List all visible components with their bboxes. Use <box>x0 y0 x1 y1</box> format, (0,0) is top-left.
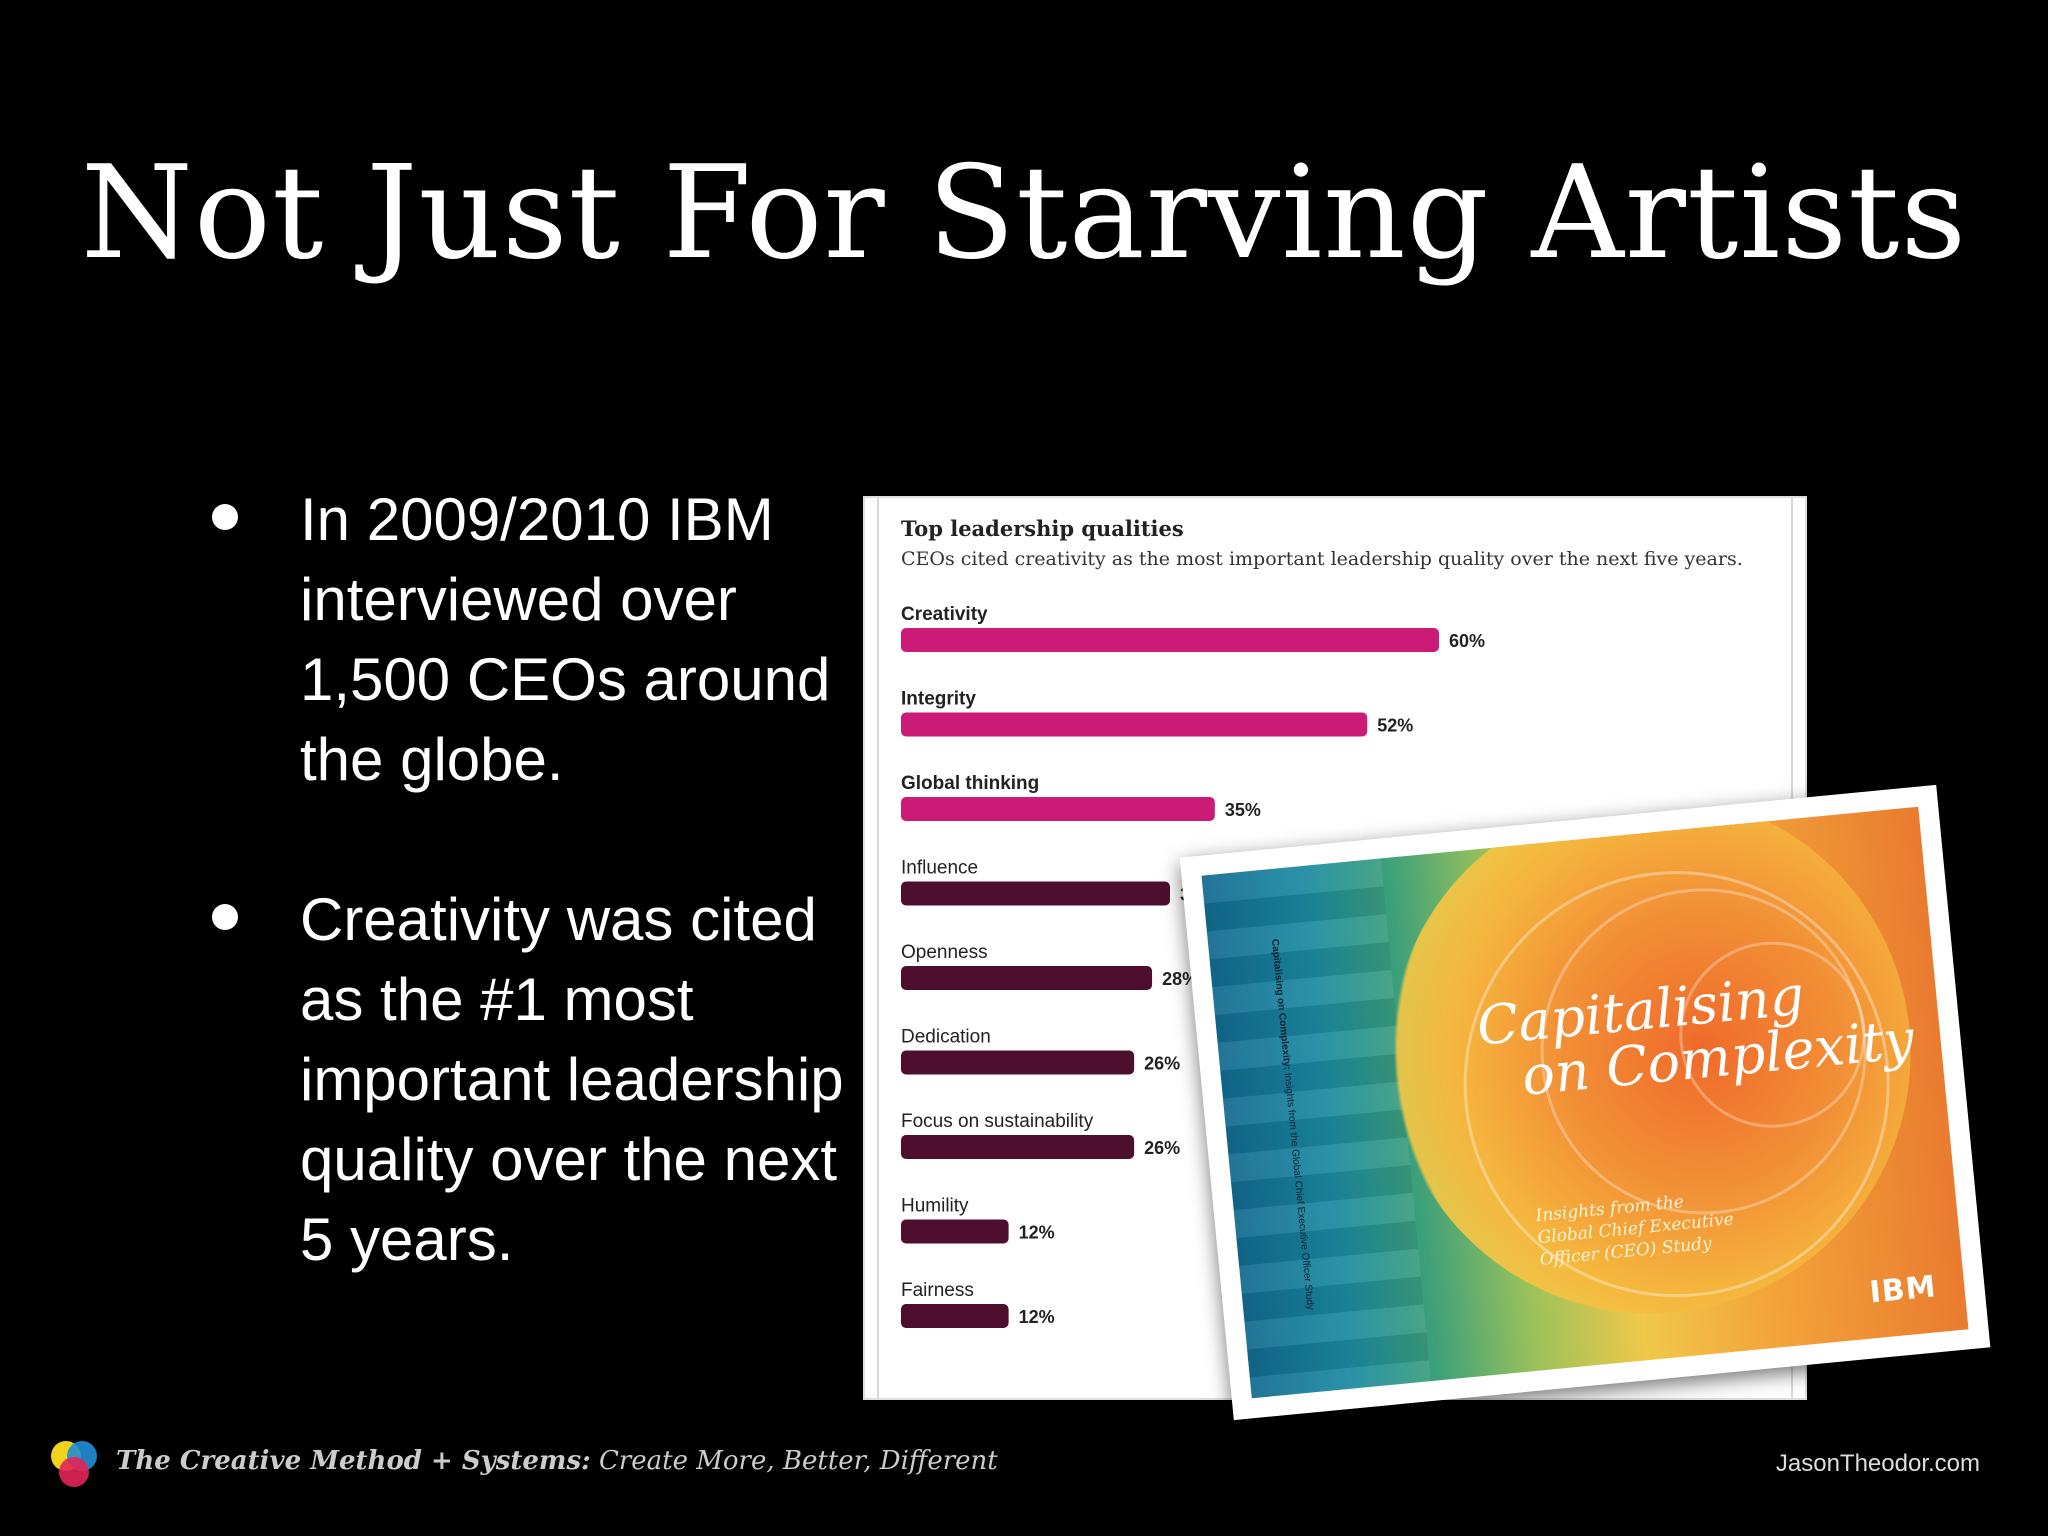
cover-stripes <box>1201 858 1431 1399</box>
bar <box>901 966 1153 990</box>
bar <box>901 1135 1135 1159</box>
bar <box>901 1304 1009 1328</box>
value-label: 52% <box>1377 716 1413 736</box>
value-label: 26% <box>1144 1138 1180 1158</box>
slide-title: Not Just For Starving Artists <box>80 139 1968 288</box>
bar <box>901 797 1215 821</box>
category-label: Global thinking <box>901 773 1039 794</box>
report-cover: Capitalising on Complexity: Insights fro… <box>1179 784 1991 1421</box>
footer-series-bold: The Creative Method + Systems: <box>116 1446 591 1476</box>
value-label: 26% <box>1144 1054 1180 1074</box>
ibm-logo: IBM <box>1868 1269 1938 1311</box>
bar <box>901 1050 1135 1075</box>
bullet-text: Creativity was cited as the #1 most impo… <box>300 886 844 1273</box>
category-label: Creativity <box>901 604 988 625</box>
value-label: 28% <box>1162 969 1198 989</box>
category-label: Humility <box>901 1196 969 1217</box>
bar <box>901 628 1439 652</box>
bullet-item: Creativity was cited as the #1 most impo… <box>200 880 860 1280</box>
category-label: Influence <box>901 858 978 879</box>
bullet-dot-icon <box>212 504 238 530</box>
footer-series: The Creative Method + Systems: Create Mo… <box>116 1446 998 1476</box>
category-label: Integrity <box>901 689 976 710</box>
bar <box>901 881 1170 906</box>
bar <box>901 712 1368 737</box>
footer-series-rest: Create More, Better, Different <box>590 1446 998 1476</box>
value-label: 60% <box>1449 631 1485 651</box>
venn-logo-icon <box>51 1441 97 1487</box>
category-label: Dedication <box>901 1027 991 1048</box>
chart-subtitle: CEOs cited creativity as the most import… <box>901 548 1743 570</box>
category-label: Fairness <box>901 1280 974 1301</box>
value-label: 35% <box>1225 800 1261 820</box>
category-label: Openness <box>901 942 988 963</box>
value-label: 12% <box>1019 1223 1055 1243</box>
bullet-text: In 2009/2010 IBM interviewed over 1,500 … <box>300 486 831 793</box>
chart-title: Top leadership qualities <box>901 516 1184 541</box>
bar-chart: Creativity 60% Integrity 52% Global thinking… <box>901 604 1485 1328</box>
bullet-list: In 2009/2010 IBM interviewed over 1,500 … <box>200 480 860 1360</box>
report-cover-art: Capitalising on Complexity: Insights fro… <box>1201 806 1969 1399</box>
bar <box>901 1219 1009 1244</box>
footer-site: JasonTheodor.com <box>1775 1450 1980 1477</box>
category-label: Focus on sustainability <box>901 1111 1094 1132</box>
value-label: 12% <box>1019 1307 1055 1327</box>
bullet-item: In 2009/2010 IBM interviewed over 1,500 … <box>200 480 860 800</box>
bullet-dot-icon <box>212 904 238 930</box>
